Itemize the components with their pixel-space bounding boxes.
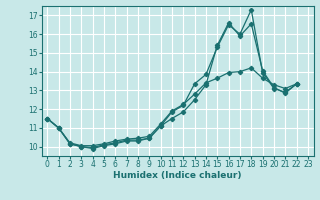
X-axis label: Humidex (Indice chaleur): Humidex (Indice chaleur) bbox=[113, 171, 242, 180]
